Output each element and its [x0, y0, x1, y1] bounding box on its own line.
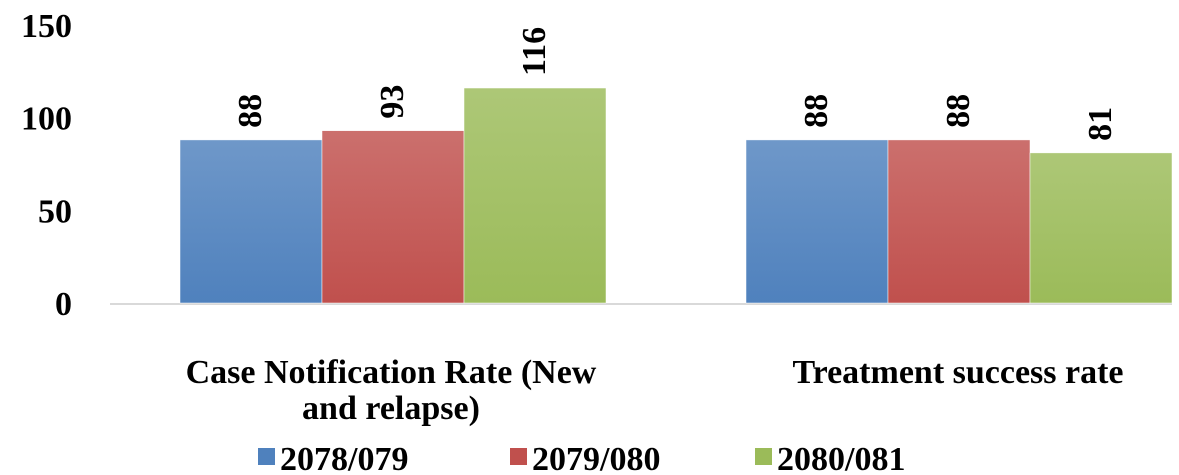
bars [179, 87, 1173, 304]
data-label: 116 [516, 27, 553, 76]
legend: 2078/079 2079/080 2080/081 [258, 441, 905, 475]
legend-label: 2079/080 [532, 441, 660, 475]
bar-2079-080 [321, 130, 465, 304]
bar-2079-080 [887, 139, 1031, 304]
y-tick-label: 100 [21, 101, 72, 138]
legend-swatch [258, 448, 275, 465]
category-label: and relapse) [302, 390, 480, 427]
data-labels: 88 93 116 88 88 81 [232, 27, 1119, 141]
y-tick-label: 50 [38, 193, 72, 230]
y-tick-label: 150 [21, 8, 72, 45]
legend-label: 2078/079 [280, 441, 408, 475]
data-label: 88 [940, 94, 977, 128]
bar-2080-081 [463, 87, 607, 304]
legend-label: 2080/081 [777, 441, 905, 475]
legend-item: 2078/079 [258, 441, 408, 475]
legend-item: 2079/080 [510, 441, 660, 475]
data-label: 88 [232, 94, 269, 128]
legend-swatch [510, 448, 527, 465]
y-tick-label: 0 [55, 286, 72, 323]
data-label: 88 [798, 94, 835, 128]
legend-item: 2080/081 [755, 441, 905, 475]
category-label: Case Notification Rate (New [186, 354, 597, 391]
bar-2078-079 [179, 139, 323, 304]
data-label: 81 [1082, 107, 1119, 141]
y-axis-ticks: 0 50 100 150 [21, 8, 72, 323]
category-label: Treatment success rate [792, 354, 1123, 391]
bar-2078-079 [745, 139, 889, 304]
data-label: 93 [374, 85, 411, 119]
legend-swatch [755, 448, 772, 465]
bar-2080-081 [1029, 152, 1173, 304]
